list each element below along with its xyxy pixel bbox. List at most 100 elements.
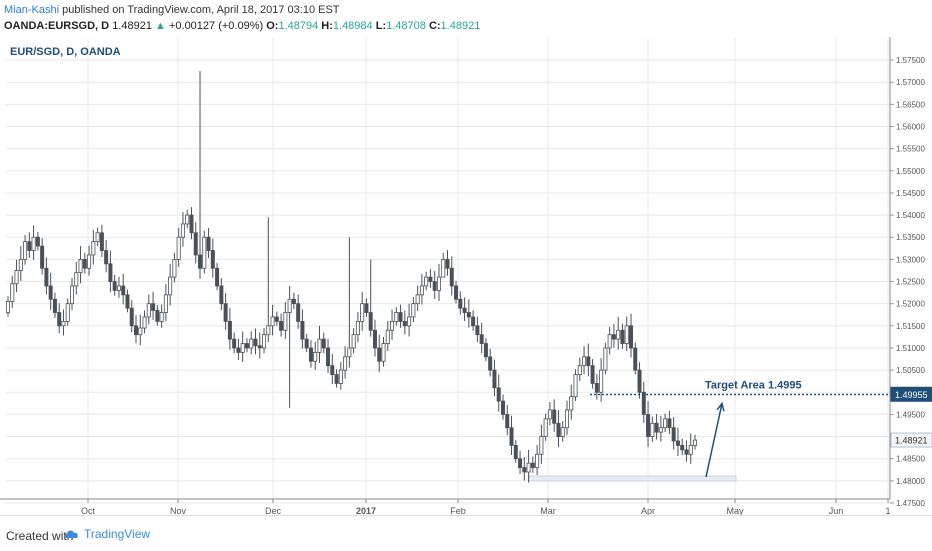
y-tick-label: 1.52000 [896, 300, 925, 309]
symbol-label: OANDA:EURSGD, D [4, 20, 110, 32]
y-tick-label: 1.53000 [896, 255, 925, 264]
candle-body [317, 338, 322, 353]
y-tick-label: 1.48500 [896, 455, 925, 464]
candle-body [202, 236, 207, 269]
x-tick-label: Mar [540, 506, 556, 515]
candle-body [509, 427, 514, 446]
price-label-text: 1.48921 [895, 436, 928, 446]
candle-body [163, 294, 168, 313]
candle-body [360, 303, 365, 322]
author-link[interactable]: Mian-Kashi [4, 4, 60, 16]
price-axis[interactable]: 1.57500 1.57000 1.56500 1.56000 1.55500 1.550… [889, 37, 932, 508]
candle-body [432, 281, 437, 291]
x-tick-label: Jun [829, 506, 844, 515]
candle-body [300, 320, 305, 340]
candle-body [564, 409, 569, 429]
candle-body [582, 356, 587, 367]
candle-body [663, 418, 668, 429]
candle-body [283, 312, 288, 331]
candle-body [415, 294, 420, 305]
candlestick-chart[interactable]: Target Area 1.4995 1.57500 1.57000 1.56500… [0, 37, 932, 516]
tradingview-brand-text: TradingView [84, 527, 151, 541]
low-label: L: [375, 20, 387, 32]
candle-body [134, 325, 139, 336]
candle-body [35, 236, 40, 247]
chart-area[interactable]: Target Area 1.4995 1.57500 1.57000 1.56500… [0, 37, 932, 516]
x-tick-label: 2017 [356, 506, 376, 515]
candle-body [458, 298, 463, 309]
y-tick-label: 1.54500 [896, 189, 925, 198]
candle-body [552, 409, 557, 424]
tradingview-logo-link[interactable]: TradingView [64, 527, 150, 541]
support-zone-rect [528, 475, 737, 482]
candle-body [577, 365, 582, 375]
candle-body [530, 462, 535, 468]
candle-body [603, 347, 608, 371]
candle-body [112, 281, 117, 291]
candle-body [620, 329, 625, 344]
candle-body [125, 294, 130, 309]
close-value: 1.48921 [440, 20, 481, 32]
candle-body [31, 236, 36, 251]
candle-body [471, 316, 476, 327]
candle-body [654, 422, 659, 433]
y-tick-label: 1.51500 [896, 322, 925, 331]
candle-body [146, 303, 151, 318]
x-tick-label: Feb [450, 506, 466, 515]
candle-body [475, 325, 480, 336]
candle-body [193, 232, 198, 256]
annotation-layer: Target Area 1.4995 [590, 379, 890, 478]
candle-body [198, 254, 203, 269]
candle-body [637, 369, 642, 393]
candle-body [419, 285, 424, 296]
candle-body [74, 272, 79, 287]
open-label: O: [266, 20, 279, 32]
candle-body [287, 298, 292, 313]
candle-body [44, 267, 49, 287]
candle-body [189, 214, 194, 234]
publish-info: published on TradingView.com, April 18, … [59, 4, 340, 16]
candle-body [586, 356, 591, 367]
candle-body [219, 285, 224, 305]
candle-body [343, 356, 348, 371]
candle-body [390, 320, 395, 331]
candle-body [436, 276, 441, 291]
candle-body [522, 467, 527, 473]
candle-body [138, 327, 143, 336]
y-tick-label: 1.55500 [896, 145, 925, 154]
candle-body [535, 453, 540, 468]
up-arrow-icon: ▲ [155, 20, 166, 32]
y-tick-label: 1.53500 [896, 233, 925, 242]
candle-body [671, 427, 676, 442]
x-tick-label: May [726, 506, 744, 515]
candle-body [23, 241, 28, 260]
y-tick-label: 1.56500 [896, 100, 925, 109]
ohlc-bar: OANDA:EURSGD, D 1.48921 ▲ +0.00127 (+0.0… [4, 19, 480, 34]
candle-body [232, 338, 237, 349]
candle-body [82, 258, 87, 269]
y-tick-label: 1.57000 [896, 78, 925, 87]
candle-body [394, 312, 399, 322]
candle-body [680, 445, 685, 451]
candle-body [155, 309, 160, 322]
y-tick-label: 1.47500 [896, 499, 925, 508]
y-tick-label: 1.57500 [896, 56, 925, 65]
candle-body [479, 334, 484, 344]
time-axis[interactable]: Oct Nov Dec 2017 Feb Mar Apr May Jun 1 [0, 498, 891, 516]
candle-body [658, 427, 663, 433]
candle-body [78, 258, 83, 274]
candle-body [641, 391, 646, 415]
candle-body [611, 334, 616, 340]
candle-body [539, 436, 544, 455]
candle-body [488, 356, 493, 371]
candle-body [543, 418, 548, 437]
candle-body [104, 250, 109, 265]
candle-body [518, 458, 523, 468]
candle-body [338, 369, 343, 384]
candle-body [334, 374, 339, 384]
candle-body [210, 250, 215, 269]
y-tick-label: 1.54000 [896, 211, 925, 220]
target-arrow-icon [716, 401, 725, 412]
candle-body [168, 276, 173, 296]
candle-body [61, 320, 66, 327]
